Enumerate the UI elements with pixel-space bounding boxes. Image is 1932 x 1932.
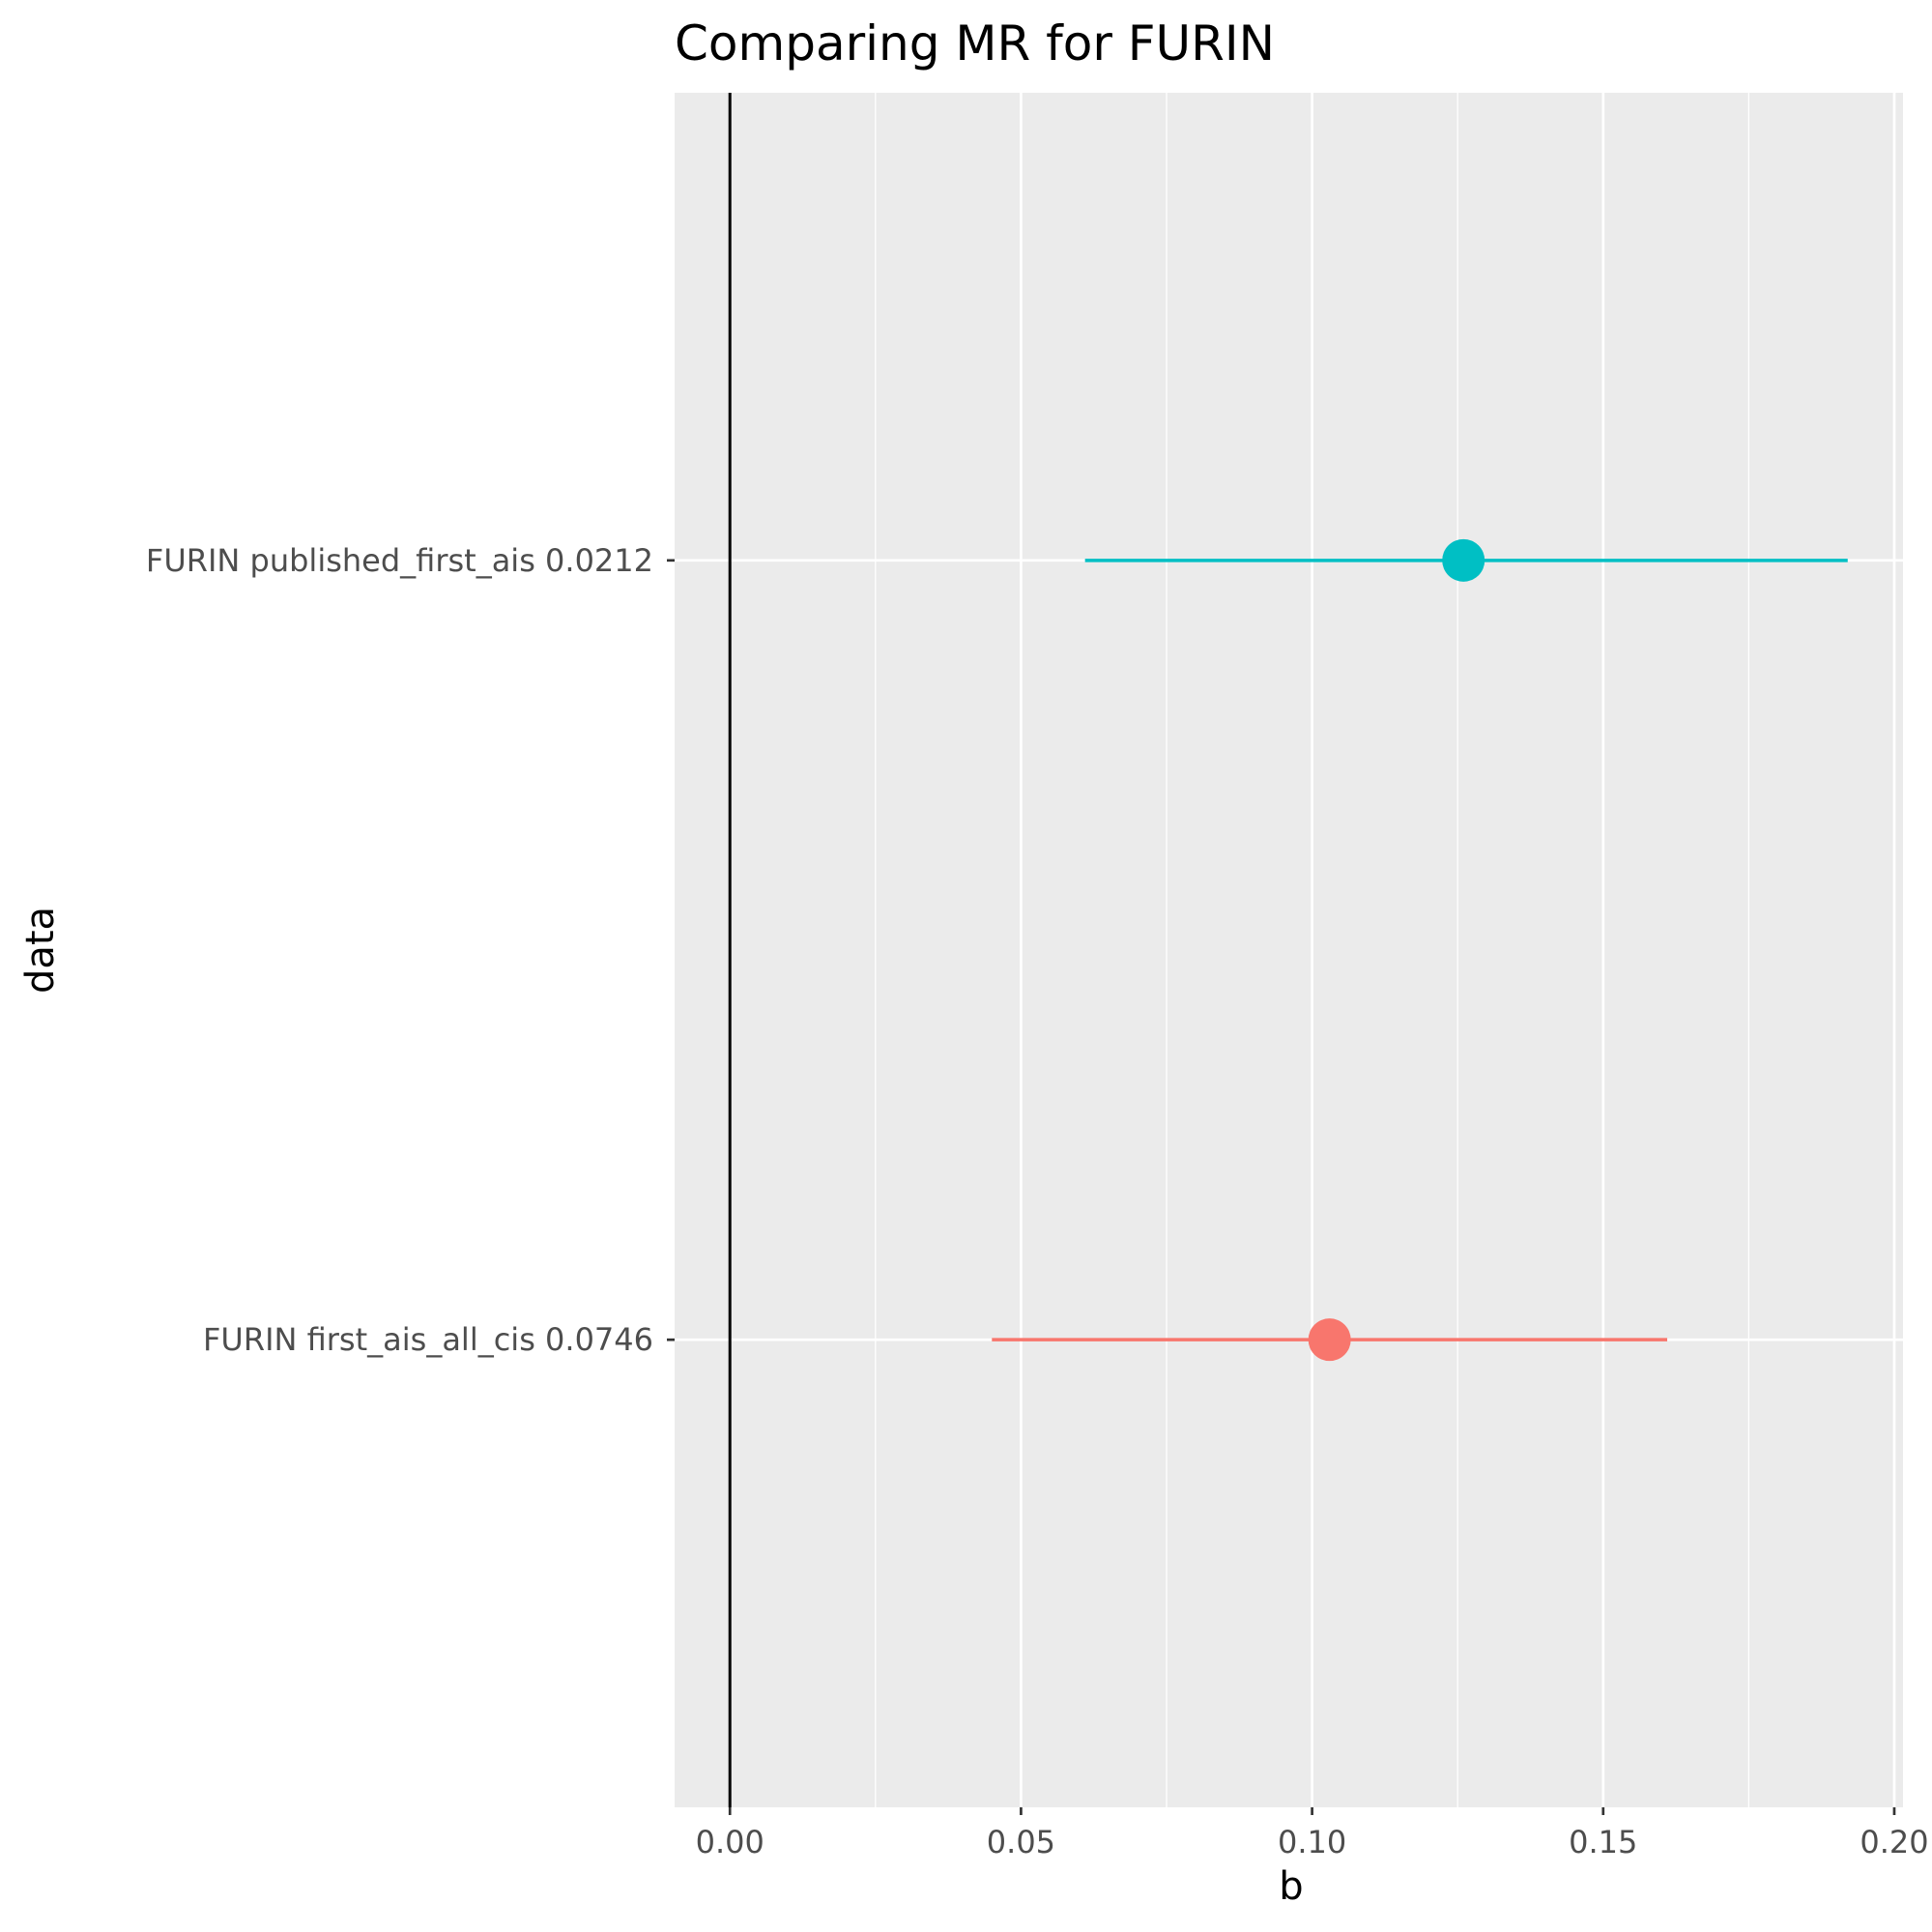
point-estimate xyxy=(1308,1318,1351,1362)
x-tick-label: 0.20 xyxy=(1860,1824,1928,1860)
x-axis-title: b xyxy=(1279,1864,1303,1909)
x-tick-label: 0.15 xyxy=(1569,1824,1637,1860)
x-tick-label: 0.00 xyxy=(696,1824,764,1860)
chart-title: Comparing MR for FURIN xyxy=(675,15,1275,72)
series-layer xyxy=(992,538,1848,1362)
y-axis-title: data xyxy=(18,907,63,994)
point-estimate xyxy=(1442,538,1485,582)
plot-panel xyxy=(675,93,1903,1807)
x-tick-label: 0.05 xyxy=(987,1824,1055,1860)
y-tick-label: FURIN published_first_ais 0.0212 xyxy=(146,542,653,579)
axes: 0.00 0.05 0.10 0.15 0.20 FURIN first_ais_all_… xyxy=(146,542,1929,1860)
x-tick-label: 0.10 xyxy=(1278,1824,1346,1860)
y-tick-label: FURIN first_ais_all_cis 0.0746 xyxy=(203,1321,653,1358)
